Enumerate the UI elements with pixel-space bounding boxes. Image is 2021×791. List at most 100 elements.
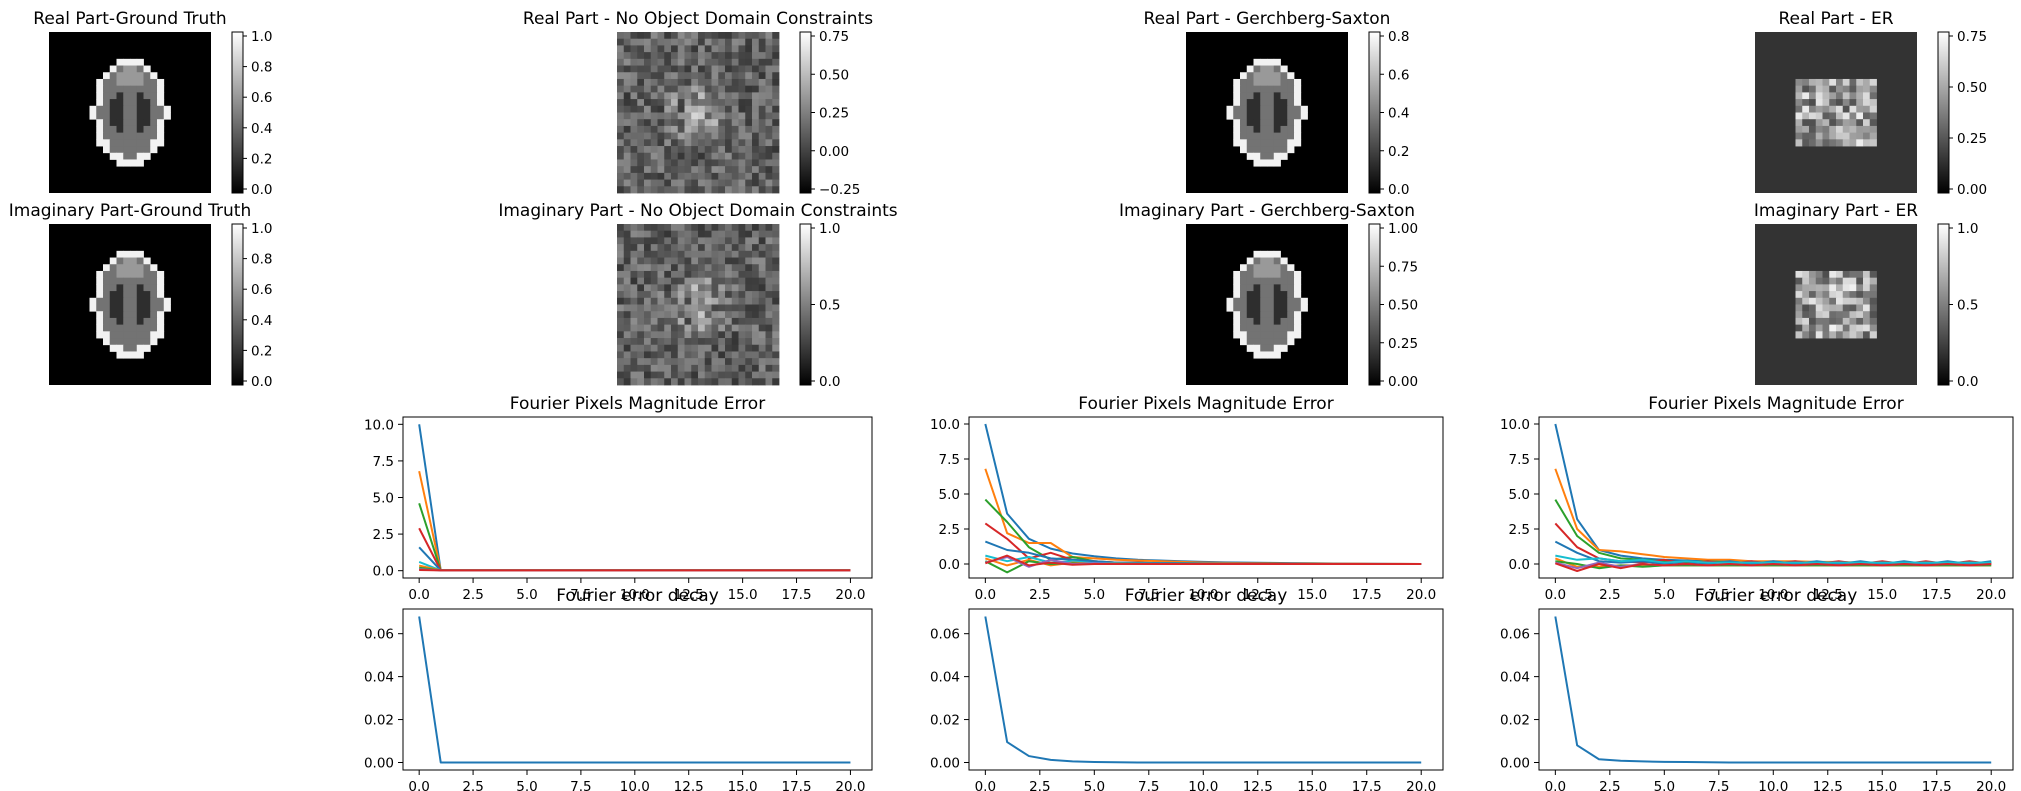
y-tick-label: 0.06 bbox=[930, 627, 960, 643]
panel-title: Imaginary Part-Ground Truth bbox=[9, 201, 252, 221]
line-plot-panel: 0.0 2.5 5.0 7.5 10.0 12.5 15.0 17.5 20.00.000.02… bbox=[364, 586, 873, 791]
series-line bbox=[418, 527, 851, 572]
x-tick-label: 15.0 bbox=[1867, 587, 1897, 603]
line-plot-panels: 0.0 2.5 5.0 7.5 10.0 12.5 15.0 17.5 20.0 0.0 2.5 5.… bbox=[364, 394, 2014, 791]
image-panel: Imaginary Part - No Object Domain Constr… bbox=[498, 201, 897, 390]
series-line bbox=[1554, 499, 1992, 564]
image-heatmap bbox=[49, 32, 211, 193]
colorbar-tick-label: 0.2 bbox=[251, 151, 272, 167]
x-tick-label: 2.5 bbox=[1599, 587, 1620, 603]
colorbar-tick-label: 0.00 bbox=[1388, 374, 1418, 390]
image-heatmap bbox=[1755, 32, 1917, 193]
x-tick-label: 0.0 bbox=[1545, 779, 1566, 791]
y-tick-label: 7.5 bbox=[373, 454, 394, 470]
line-plot-panel: 0.0 2.5 5.0 7.5 10.0 12.5 15.0 17.5 20.00.000.02… bbox=[1500, 586, 2014, 791]
colorbar-tick-label: 0.8 bbox=[251, 252, 272, 268]
colorbar-tick-label: 0.6 bbox=[251, 282, 272, 298]
colorbar: 0.00 0.25 0.50 0.75 bbox=[1937, 29, 1987, 198]
series-line bbox=[418, 560, 851, 572]
image-heatmap bbox=[617, 224, 780, 386]
x-tick-label: 0.0 bbox=[975, 779, 996, 791]
series-group bbox=[984, 423, 1422, 574]
y-tick-label: 0.02 bbox=[930, 713, 960, 729]
colorbar-tick-label: 0.0 bbox=[251, 182, 272, 198]
image-heatmap bbox=[49, 224, 211, 385]
line-plot-panel: 0.0 2.5 5.0 7.5 10.0 12.5 15.0 17.5 20.00.000.02… bbox=[930, 586, 1444, 791]
x-tick-label: 20.0 bbox=[835, 587, 865, 603]
colorbar: 0.0 0.2 0.4 0.6 0.8 1.0 bbox=[231, 29, 272, 198]
x-tick-label: 10.0 bbox=[620, 779, 650, 791]
x-tick-label: 7.5 bbox=[1138, 779, 1159, 791]
x-tick-label: 2.5 bbox=[1599, 779, 1620, 791]
y-tick-label: 0.00 bbox=[930, 755, 960, 771]
image-panel: Imaginary Part - ER 0.0 0.5 1.0 bbox=[1754, 201, 1979, 390]
line-plot-panel: 0.0 2.5 5.0 7.5 10.0 12.5 15.0 17.5 20.0 0.0 2.5 5.… bbox=[930, 394, 1444, 603]
colorbar: −0.25 0.00 0.25 0.50 0.75 bbox=[799, 29, 860, 198]
x-tick-label: 20.0 bbox=[835, 779, 865, 791]
colorbar-tick-label: 1.00 bbox=[1388, 221, 1418, 237]
image-heatmap bbox=[1755, 224, 1917, 385]
colorbar-tick-label: 0.8 bbox=[251, 60, 272, 76]
plot-title: Fourier error decay bbox=[556, 586, 719, 606]
x-tick-label: 17.5 bbox=[1922, 779, 1952, 791]
line-plot-panel: 0.0 2.5 5.0 7.5 10.0 12.5 15.0 17.5 20.0 0.0 2.5 5.… bbox=[1500, 394, 2014, 603]
plot-title: Fourier error decay bbox=[1695, 586, 1858, 606]
image-heatmap bbox=[1186, 32, 1348, 193]
x-tick-label: 17.5 bbox=[781, 587, 811, 603]
x-tick-label: 7.5 bbox=[1708, 779, 1729, 791]
image-heatmap bbox=[617, 32, 780, 194]
series-line bbox=[985, 554, 1422, 567]
plot-title: Fourier Pixels Magnitude Error bbox=[1648, 394, 1903, 414]
series-group bbox=[1554, 423, 1992, 572]
colorbar-tick-label: 1.0 bbox=[251, 221, 272, 237]
colorbar-tick-label: 0.50 bbox=[1957, 80, 1987, 96]
panel-title: Real Part-Ground Truth bbox=[33, 9, 226, 29]
y-tick-label: 5.0 bbox=[1509, 487, 1530, 503]
image-panel: Real Part - ER 0.00 0.25 0.50 0.75 bbox=[1755, 9, 1987, 198]
colorbar-tick-label: 0.0 bbox=[1957, 374, 1978, 390]
axes-frame bbox=[1538, 416, 2014, 579]
colorbar-tick-label: 0.0 bbox=[251, 374, 272, 390]
y-tick-label: 5.0 bbox=[939, 487, 960, 503]
series-line bbox=[984, 616, 1422, 764]
series-line bbox=[1555, 562, 1992, 572]
x-tick-label: 17.5 bbox=[1352, 587, 1382, 603]
x-tick-label: 15.0 bbox=[1297, 587, 1327, 603]
y-tick-label: 2.5 bbox=[373, 527, 394, 543]
series-line bbox=[984, 498, 1422, 565]
series-group bbox=[418, 424, 851, 572]
x-tick-label: 10.0 bbox=[1188, 779, 1218, 791]
y-tick-label: 0.00 bbox=[364, 755, 394, 771]
y-tick-label: 7.5 bbox=[1509, 452, 1530, 468]
colorbar-tick-label: 0.25 bbox=[1957, 131, 1987, 147]
axes-frame bbox=[1538, 608, 2014, 771]
image-panel: Real Part-Ground Truth 0.0 0.2 0.4 0.6 0.8 1.0 bbox=[33, 9, 272, 198]
x-tick-label: 20.0 bbox=[1406, 779, 1436, 791]
series-group bbox=[984, 616, 1422, 764]
y-tick-label: 0.02 bbox=[364, 713, 394, 729]
colorbar: 0.0 0.2 0.4 0.6 0.8 1.0 bbox=[231, 221, 272, 390]
x-tick-label: 15.0 bbox=[728, 587, 758, 603]
x-tick-label: 10.0 bbox=[1758, 587, 1788, 603]
x-tick-label: 5.0 bbox=[1654, 587, 1675, 603]
image-panel: Imaginary Part-Ground Truth0.00.20.40.60… bbox=[9, 201, 273, 390]
x-tick-label: 7.5 bbox=[570, 779, 591, 791]
y-tick-label: 10.0 bbox=[364, 417, 394, 433]
x-tick-label: 0.0 bbox=[1545, 587, 1566, 603]
y-tick-label: 0.0 bbox=[939, 557, 960, 573]
plot-title: Fourier Pixels Magnitude Error bbox=[510, 394, 765, 414]
x-tick-label: 7.5 bbox=[1138, 587, 1159, 603]
x-tick-label: 17.5 bbox=[1352, 779, 1382, 791]
colorbar-tick-label: 0.00 bbox=[1957, 182, 1987, 198]
axes-frame bbox=[968, 608, 1444, 771]
colorbar: 0.0 0.5 1.0 bbox=[799, 221, 840, 390]
y-tick-label: 0.04 bbox=[1500, 670, 1530, 686]
axes-frame bbox=[402, 416, 873, 579]
axes-frame bbox=[402, 608, 873, 771]
image-panel: Real Part - No Object Domain Constraints… bbox=[523, 9, 873, 198]
x-tick-label: 2.5 bbox=[462, 587, 483, 603]
colorbar-tick-label: 0.4 bbox=[251, 313, 272, 329]
colorbar-tick-label: 0.25 bbox=[1388, 336, 1418, 352]
series-line bbox=[418, 470, 851, 572]
